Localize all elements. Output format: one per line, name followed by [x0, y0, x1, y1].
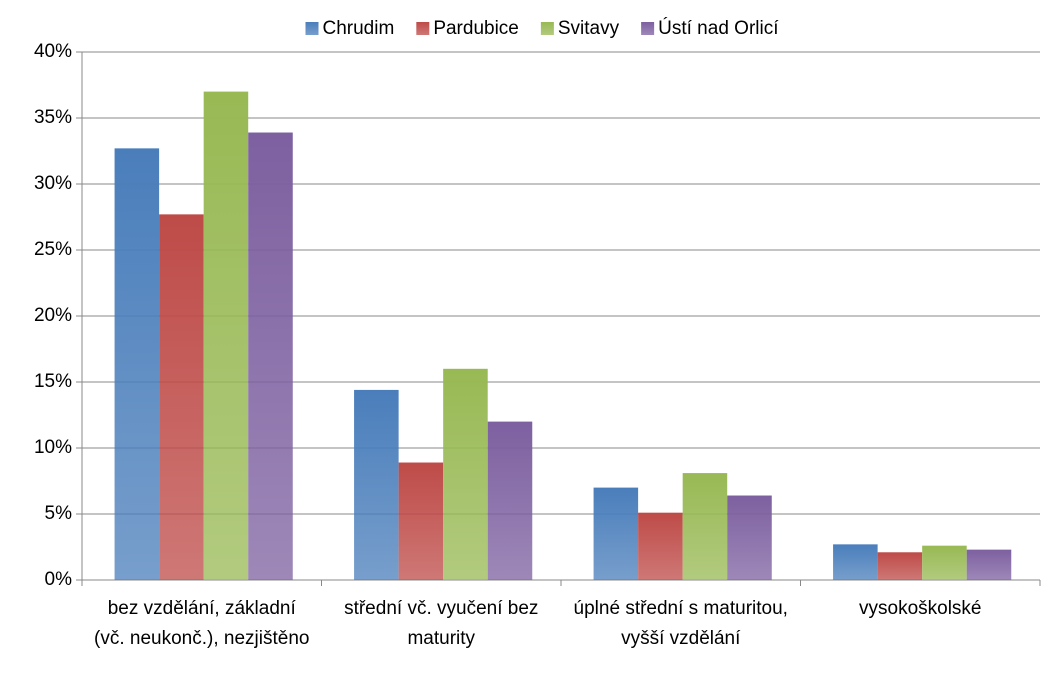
bar	[203, 91, 249, 580]
x-tick-label: bez vzdělání, základní (vč. neukonč.), n…	[94, 598, 310, 649]
legend-swatch	[305, 22, 319, 35]
bar	[248, 132, 293, 580]
y-tick-label: 10%	[34, 437, 72, 458]
bar	[114, 148, 160, 581]
legend-label: Pardubice	[433, 18, 519, 39]
bar	[877, 552, 923, 580]
y-tick-label: 25%	[34, 239, 72, 260]
bar	[398, 462, 444, 580]
bar	[159, 214, 204, 581]
bar	[354, 389, 399, 580]
x-tick-label: úplné střední s maturitou, vyšší vzdělán…	[573, 598, 788, 649]
x-tick-label: vysokoškolské	[859, 598, 982, 619]
y-tick-label: 35%	[34, 107, 72, 128]
bar	[682, 473, 728, 580]
bar	[727, 495, 772, 580]
legend-label: Ústí nad Orlicí	[658, 17, 779, 39]
bar	[833, 544, 878, 580]
bar	[443, 368, 488, 580]
y-tick-label: 20%	[34, 305, 72, 326]
bar	[966, 549, 1012, 580]
legend-label: Svitavy	[558, 18, 620, 39]
legend-label: Chrudim	[323, 18, 395, 39]
bar	[487, 421, 533, 580]
x-tick-label: střední vč. vyučení bez maturity	[344, 598, 539, 649]
y-tick-label: 15%	[34, 371, 72, 392]
legend: Chrudim Pardubice Svitavy Ústí nad Orlicí	[305, 17, 779, 39]
bar	[638, 512, 683, 580]
bar	[922, 545, 967, 580]
legend-swatch	[641, 22, 655, 35]
y-tick-label: 40%	[34, 41, 72, 62]
y-tick-label: 5%	[45, 503, 73, 524]
legend-swatch	[540, 22, 554, 35]
y-tick-label: 30%	[34, 173, 72, 194]
legend-swatch	[416, 22, 430, 35]
bar	[593, 487, 639, 580]
y-tick-label: 0%	[45, 569, 73, 590]
